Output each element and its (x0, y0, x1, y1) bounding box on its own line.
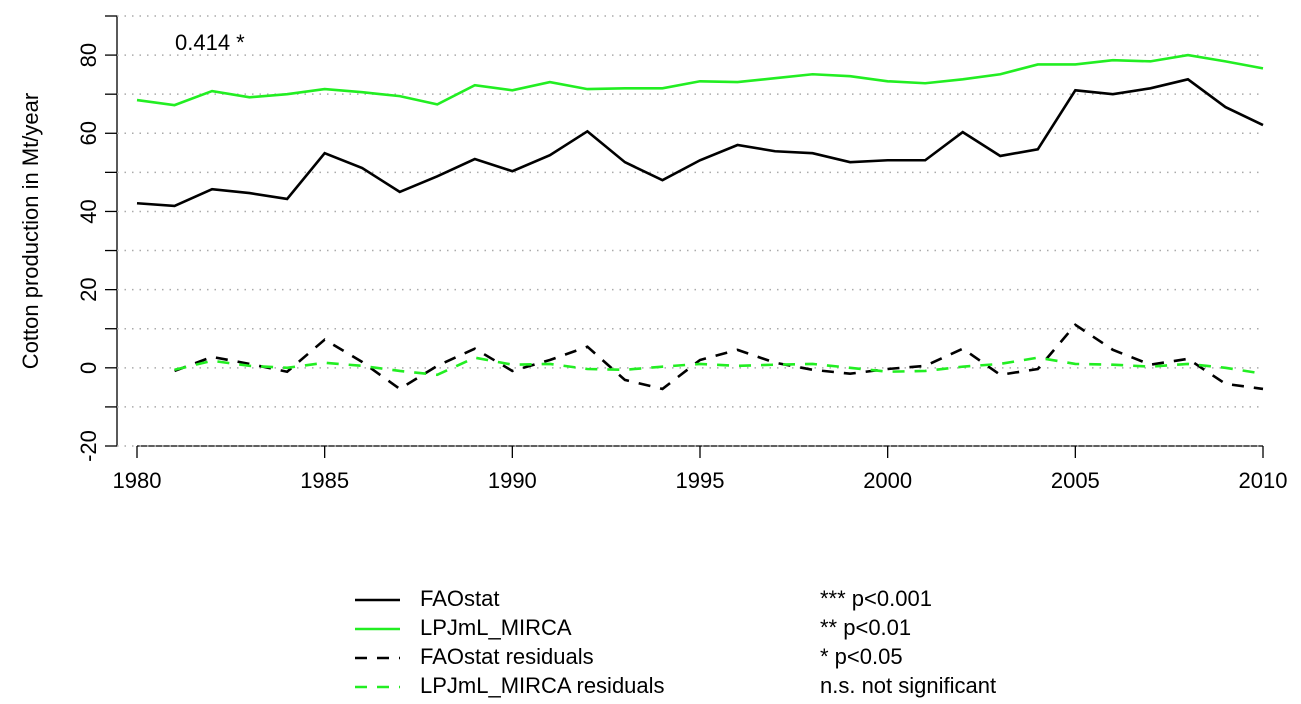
significance-label: * p<0.05 (820, 644, 903, 669)
series-line (174, 323, 1264, 391)
y-tick-label: -20 (76, 430, 101, 462)
x-tick-label: 1980 (113, 468, 162, 493)
y-tick-label: 80 (76, 43, 101, 67)
series-line (136, 77, 1264, 208)
x-tick-label: 1985 (300, 468, 349, 493)
y-tick-label: 0 (76, 362, 101, 374)
legend-label: FAOstat (420, 586, 499, 611)
x-tick-label: 1990 (488, 468, 537, 493)
series-line (174, 356, 1264, 377)
x-tick-label: 2000 (863, 468, 912, 493)
annotation: 0.414 * (175, 30, 245, 55)
series-line (136, 53, 1264, 107)
x-tick-label: 1995 (676, 468, 725, 493)
x-tick-label: 2005 (1051, 468, 1100, 493)
y-axis-label: Cotton production in Mt/year (18, 93, 43, 369)
significance-label: n.s. not significant (820, 673, 996, 698)
significance-label: *** p<0.001 (820, 586, 932, 611)
legend-label: FAOstat residuals (420, 644, 594, 669)
legend-label: LPJmL_MIRCA (420, 615, 572, 640)
significance-label: ** p<0.01 (820, 615, 911, 640)
y-tick-label: 20 (76, 277, 101, 301)
legend-label: LPJmL_MIRCA residuals (420, 673, 665, 698)
y-tick-label: 40 (76, 199, 101, 223)
y-tick-label: 60 (76, 121, 101, 145)
x-tick-label: 2010 (1239, 468, 1288, 493)
